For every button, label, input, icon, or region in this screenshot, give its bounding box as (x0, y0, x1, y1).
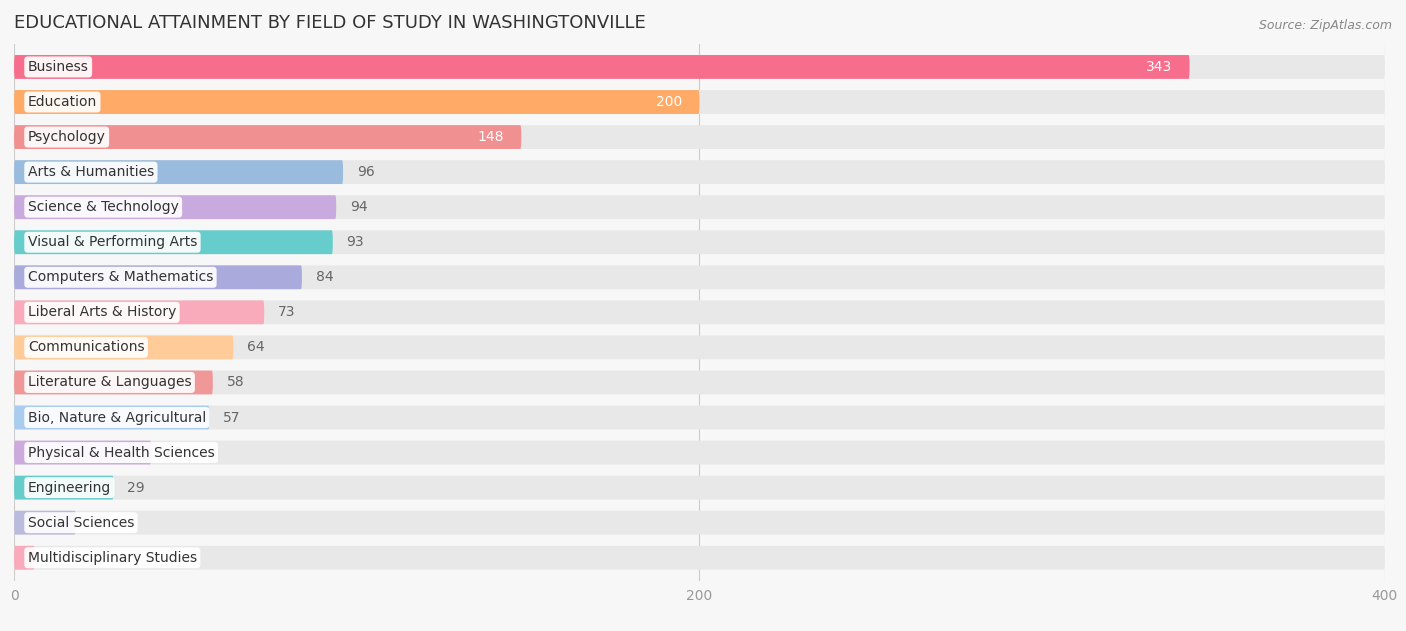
FancyBboxPatch shape (14, 476, 1385, 500)
FancyBboxPatch shape (14, 370, 212, 394)
Text: 200: 200 (657, 95, 682, 109)
FancyBboxPatch shape (14, 160, 1385, 184)
FancyBboxPatch shape (14, 406, 1385, 430)
Text: Communications: Communications (28, 340, 145, 355)
FancyBboxPatch shape (14, 230, 1385, 254)
FancyBboxPatch shape (14, 230, 333, 254)
FancyBboxPatch shape (14, 406, 209, 430)
Text: Multidisciplinary Studies: Multidisciplinary Studies (28, 551, 197, 565)
FancyBboxPatch shape (14, 125, 522, 149)
Text: Engineering: Engineering (28, 481, 111, 495)
FancyBboxPatch shape (14, 195, 1385, 219)
Text: Arts & Humanities: Arts & Humanities (28, 165, 155, 179)
Text: Psychology: Psychology (28, 130, 105, 144)
Text: 0: 0 (28, 551, 37, 565)
FancyBboxPatch shape (14, 266, 302, 289)
Text: Source: ZipAtlas.com: Source: ZipAtlas.com (1258, 19, 1392, 32)
Text: Computers & Mathematics: Computers & Mathematics (28, 270, 214, 285)
FancyBboxPatch shape (14, 160, 343, 184)
FancyBboxPatch shape (14, 510, 1385, 534)
FancyBboxPatch shape (14, 510, 76, 534)
FancyBboxPatch shape (14, 336, 1385, 359)
FancyBboxPatch shape (14, 546, 1385, 570)
FancyBboxPatch shape (14, 336, 233, 359)
Text: 40: 40 (165, 445, 183, 459)
Text: 57: 57 (224, 411, 240, 425)
FancyBboxPatch shape (14, 266, 1385, 289)
FancyBboxPatch shape (14, 90, 700, 114)
FancyBboxPatch shape (14, 546, 35, 570)
Text: 29: 29 (127, 481, 145, 495)
Text: 148: 148 (478, 130, 505, 144)
FancyBboxPatch shape (14, 300, 264, 324)
Text: Visual & Performing Arts: Visual & Performing Arts (28, 235, 197, 249)
FancyBboxPatch shape (14, 440, 152, 464)
Text: 64: 64 (247, 340, 264, 355)
FancyBboxPatch shape (14, 476, 114, 500)
Text: 343: 343 (1146, 60, 1173, 74)
Text: 93: 93 (346, 235, 364, 249)
Text: 18: 18 (90, 516, 107, 529)
Text: 96: 96 (357, 165, 374, 179)
FancyBboxPatch shape (14, 55, 1385, 79)
Text: Science & Technology: Science & Technology (28, 200, 179, 214)
FancyBboxPatch shape (14, 300, 1385, 324)
Text: 58: 58 (226, 375, 245, 389)
FancyBboxPatch shape (14, 440, 1385, 464)
Text: EDUCATIONAL ATTAINMENT BY FIELD OF STUDY IN WASHINGTONVILLE: EDUCATIONAL ATTAINMENT BY FIELD OF STUDY… (14, 13, 645, 32)
Text: Physical & Health Sciences: Physical & Health Sciences (28, 445, 215, 459)
FancyBboxPatch shape (14, 370, 1385, 394)
Text: 94: 94 (350, 200, 367, 214)
FancyBboxPatch shape (14, 90, 1385, 114)
FancyBboxPatch shape (14, 55, 1189, 79)
Text: Literature & Languages: Literature & Languages (28, 375, 191, 389)
Text: 84: 84 (315, 270, 333, 285)
FancyBboxPatch shape (14, 195, 336, 219)
Text: Education: Education (28, 95, 97, 109)
Text: Social Sciences: Social Sciences (28, 516, 134, 529)
Text: Business: Business (28, 60, 89, 74)
Text: Liberal Arts & History: Liberal Arts & History (28, 305, 176, 319)
Text: 73: 73 (278, 305, 295, 319)
Text: Bio, Nature & Agricultural: Bio, Nature & Agricultural (28, 411, 207, 425)
FancyBboxPatch shape (14, 125, 1385, 149)
